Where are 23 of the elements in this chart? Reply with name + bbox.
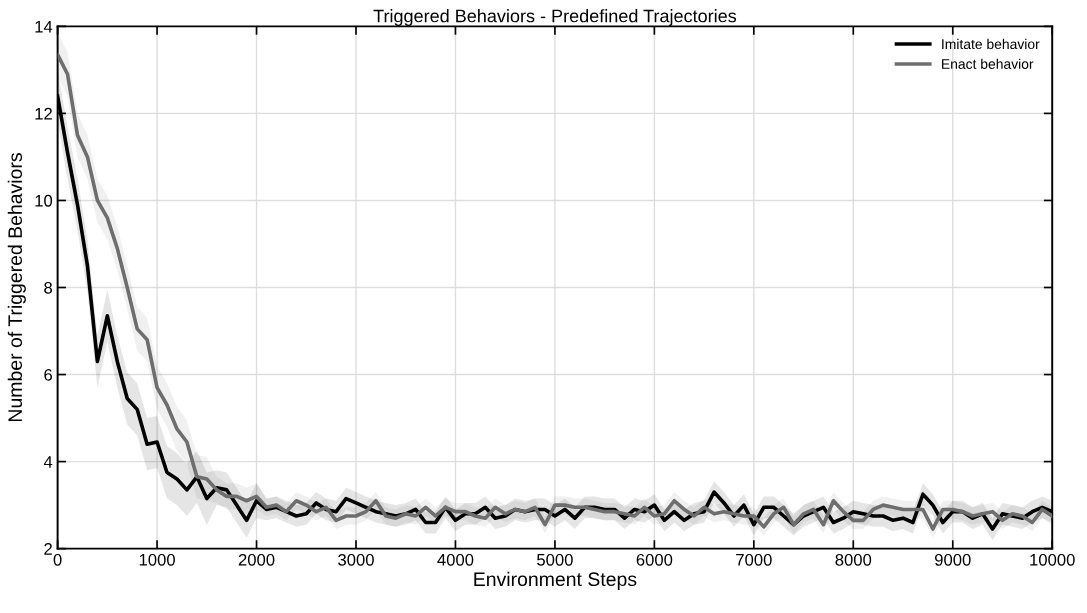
- legend-label: Imitate behavior: [942, 38, 1040, 50]
- chart-title: Triggered Behaviors - Predefined Trajectories: [373, 9, 737, 26]
- x-tick-label: 10000: [1030, 553, 1075, 566]
- x-tick-label: 1000: [139, 553, 175, 566]
- x-tick-label: 3000: [338, 553, 374, 566]
- x-tick-label: 8000: [835, 553, 872, 566]
- x-tick-label: 7000: [736, 553, 772, 566]
- y-tick-label: 12: [35, 107, 52, 120]
- y-axis-title: Number of Triggered Behaviors: [7, 153, 26, 421]
- x-tick-label: 6000: [636, 553, 673, 566]
- x-tick-label: 4000: [437, 553, 474, 566]
- x-tick-label: 9000: [935, 553, 971, 566]
- y-tick-label: 14: [35, 20, 53, 33]
- x-axis-title: Environment Steps: [474, 571, 637, 590]
- legend-label: Enact behavior: [942, 58, 1034, 69]
- x-tick-label: 5000: [537, 553, 573, 566]
- y-tick-label: 6: [44, 368, 53, 381]
- y-tick-label: 8: [44, 281, 53, 294]
- y-tick-label: 10: [35, 194, 53, 207]
- y-tick-label: 4: [43, 456, 53, 468]
- x-tick-label: 0: [53, 553, 62, 566]
- y-tick-label: 2: [44, 543, 52, 555]
- x-tick-label: 2000: [238, 553, 275, 566]
